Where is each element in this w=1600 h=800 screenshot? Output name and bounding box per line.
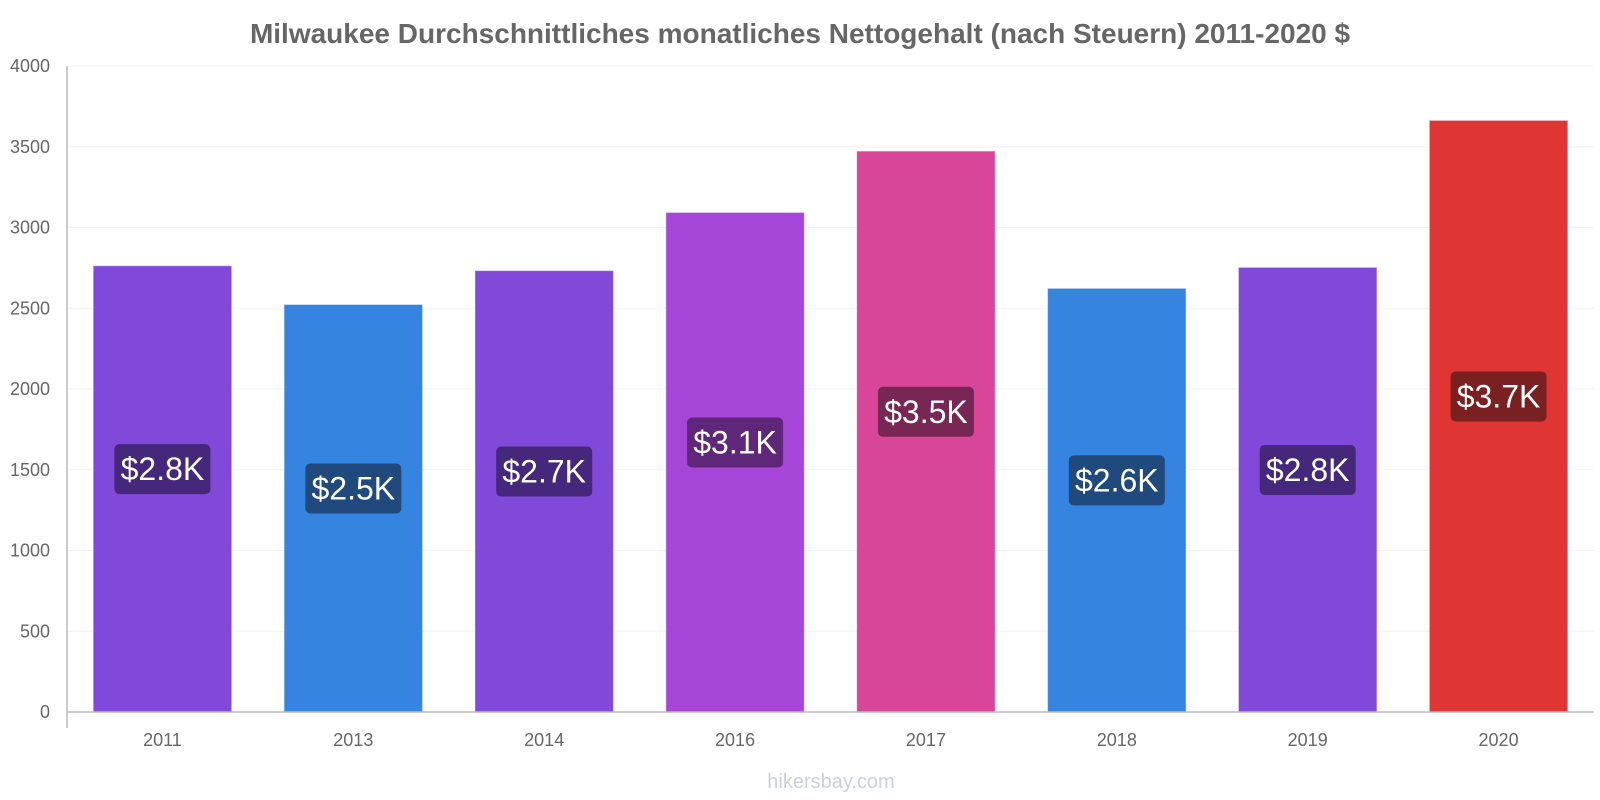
y-tick-label: 3500: [10, 137, 50, 157]
value-label-text: $3.1K: [693, 424, 777, 460]
value-label-2017: $3.5K: [877, 386, 974, 437]
x-tick-label: 2019: [1288, 730, 1328, 750]
x-tick-label: 2014: [524, 730, 564, 750]
value-label-box: [305, 463, 402, 514]
value-label-2020: $3.7K: [1450, 371, 1547, 422]
value-label-2018: $2.6K: [1068, 455, 1165, 506]
y-tick-label: 4000: [10, 56, 50, 76]
x-tick-label: 2018: [1097, 730, 1137, 750]
y-tick-label: 0: [40, 702, 50, 722]
watermark: hikersbay.com: [767, 771, 894, 793]
value-label-text: $2.7K: [502, 454, 586, 490]
value-label-box: [114, 444, 211, 495]
value-label-text: $3.7K: [1457, 378, 1541, 414]
value-label-box: [687, 417, 784, 468]
value-label-2011: $2.8K: [114, 444, 211, 495]
value-label-box: [496, 446, 593, 497]
value-label-box: [1450, 371, 1547, 422]
value-label-box: [1068, 455, 1165, 506]
value-label-box: [877, 386, 974, 437]
y-tick-label: 2500: [10, 298, 50, 318]
y-axis-ticks: 0 500 1000 1500 2000 2500 3000 3500 4000: [10, 56, 50, 722]
x-tick-label: 2011: [143, 730, 182, 750]
value-label-text: $2.8K: [1266, 452, 1350, 488]
value-label-text: $2.8K: [121, 451, 205, 487]
x-tick-label: 2013: [333, 730, 373, 750]
value-labels: $2.8K $2.5K $2.7K $3.1K $3.5K $2.6K $2.8K $3.7K: [114, 371, 1547, 514]
x-tick-label: 2017: [906, 730, 946, 750]
value-label-text: $2.6K: [1075, 462, 1159, 498]
value-label-text: $2.5K: [312, 471, 396, 507]
bars: [93, 120, 1568, 713]
value-label-box: [1259, 444, 1356, 495]
value-label-2014: $2.7K: [496, 446, 593, 497]
y-tick-label: 1000: [10, 541, 50, 561]
value-label-2019: $2.8K: [1259, 444, 1356, 495]
x-tick-label: 2020: [1479, 730, 1519, 750]
x-tick-label: 2016: [715, 730, 755, 750]
y-tick-label: 2000: [10, 379, 50, 399]
x-axis-ticks: 2011 2013 2014 2016 2017 2018 2019 2020: [143, 730, 1519, 750]
value-label-2013: $2.5K: [305, 463, 402, 514]
chart-title: Milwaukee Durchschnittliches monatliches…: [250, 18, 1351, 49]
y-tick-label: 500: [20, 621, 50, 641]
value-label-text: $3.5K: [884, 394, 968, 430]
y-tick-label: 3000: [10, 218, 50, 238]
y-tick-label: 1500: [10, 460, 50, 480]
value-label-2016: $3.1K: [687, 417, 784, 468]
